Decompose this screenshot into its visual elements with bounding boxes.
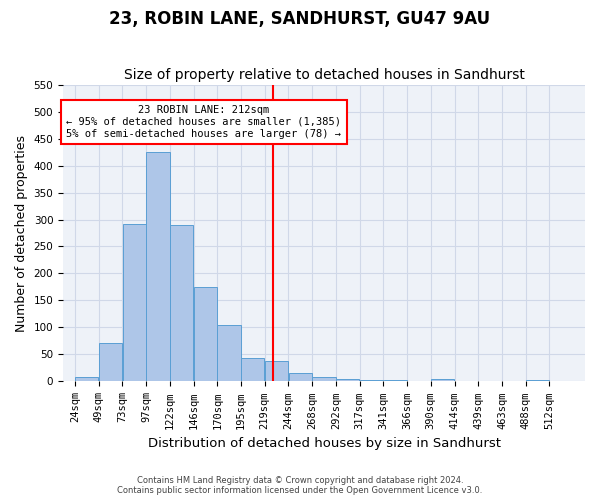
Bar: [336, 378, 359, 382]
Bar: [122, 224, 146, 382]
Text: Contains HM Land Registry data © Crown copyright and database right 2024.
Contai: Contains HM Land Registry data © Crown c…: [118, 476, 482, 495]
X-axis label: Distribution of detached houses by size in Sandhurst: Distribution of detached houses by size …: [148, 437, 500, 450]
Bar: [75, 377, 98, 382]
Bar: [241, 358, 265, 382]
Bar: [265, 361, 288, 382]
Text: 23 ROBIN LANE: 212sqm
← 95% of detached houses are smaller (1,385)
5% of semi-de: 23 ROBIN LANE: 212sqm ← 95% of detached …: [67, 106, 341, 138]
Bar: [360, 380, 383, 382]
Bar: [383, 380, 407, 382]
Bar: [431, 380, 454, 382]
Y-axis label: Number of detached properties: Number of detached properties: [15, 134, 28, 332]
Text: 23, ROBIN LANE, SANDHURST, GU47 9AU: 23, ROBIN LANE, SANDHURST, GU47 9AU: [109, 10, 491, 28]
Bar: [99, 343, 122, 382]
Title: Size of property relative to detached houses in Sandhurst: Size of property relative to detached ho…: [124, 68, 524, 82]
Bar: [170, 225, 193, 382]
Bar: [526, 380, 549, 382]
Bar: [313, 377, 335, 382]
Bar: [146, 152, 170, 382]
Bar: [217, 325, 241, 382]
Bar: [289, 373, 312, 382]
Bar: [194, 287, 217, 382]
